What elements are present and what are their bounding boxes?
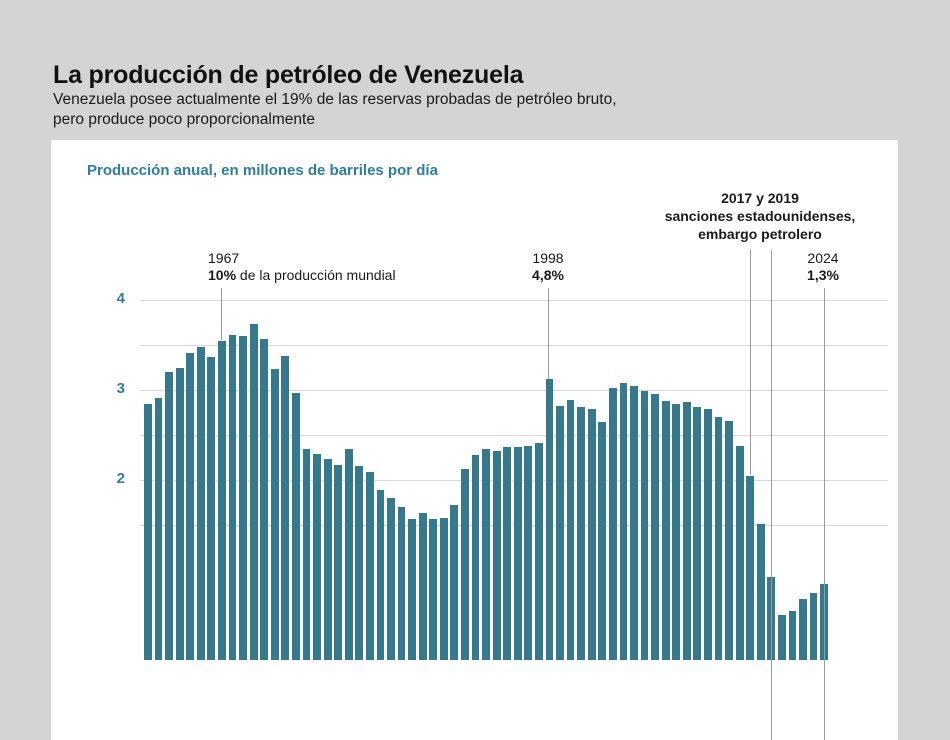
annotation-line-1998 [548, 288, 549, 379]
bar-1992 [482, 449, 490, 660]
bar-1984 [397, 507, 406, 660]
bar-1993 [492, 451, 501, 660]
bar-2008 [651, 393, 660, 660]
bar-1999 [556, 406, 564, 660]
bar-1985 [408, 518, 417, 660]
bar-1988 [439, 517, 448, 660]
bar-2013 [704, 408, 712, 660]
annotation-line-2024 [824, 288, 825, 740]
bar-1962 [165, 372, 174, 660]
bar-2007 [640, 390, 649, 660]
bar-1987 [429, 518, 438, 660]
annotation-1967: 1967 10% de la producción mundial [208, 250, 396, 284]
gridline-3.5 [140, 345, 888, 346]
bar-1964 [186, 353, 195, 660]
annotation-2024-year: 2024 [807, 250, 839, 266]
bar-1980 [355, 465, 364, 660]
bar-1978 [334, 464, 343, 660]
annotation-2024: 2024 1,3% [807, 250, 839, 284]
y-axis-tick-4: 4 [116, 290, 125, 307]
bar-1981 [365, 471, 374, 660]
gridline-4 [140, 300, 888, 301]
subtitle-line-1: Venezuela posee actualmente el 19% de la… [53, 91, 617, 108]
page-subtitle: Venezuela posee actualmente el 19% de la… [53, 90, 617, 130]
bar-1974 [292, 392, 300, 660]
bar-2021 [788, 610, 797, 660]
bar-1989 [450, 505, 459, 660]
bar-1983 [387, 498, 395, 660]
bar-1968 [228, 335, 237, 660]
bar-1969 [239, 336, 247, 660]
bar-1998 [545, 379, 554, 660]
bar-1967 [218, 340, 226, 660]
bar-1960 [144, 404, 152, 660]
bar-2018 [756, 524, 765, 660]
bar-2020 [778, 615, 786, 660]
bar-1966 [207, 356, 216, 660]
y-axis-tick-2: 2 [116, 470, 125, 487]
bar-1991 [471, 454, 480, 660]
annotation-1967-label: 10% de la producción mundial [208, 267, 396, 284]
annotation-sanctions-text-2: embargo petrolero [698, 226, 822, 242]
chart-panel: Producción anual, en millones de barrile… [51, 140, 898, 740]
bar-2000 [566, 399, 575, 660]
annotation-1998: 1998 4,8% [532, 250, 564, 284]
bar-2012 [693, 407, 702, 660]
bar-1972 [270, 369, 279, 660]
bar-2022 [799, 598, 807, 660]
bar-2017 [746, 475, 755, 660]
bar-2006 [630, 385, 638, 660]
bar-1963 [175, 367, 184, 660]
annotation-1998-pct: 4,8% [532, 267, 564, 283]
bar-1976 [313, 453, 321, 660]
bar-1995 [513, 446, 522, 660]
bar-1982 [376, 489, 385, 660]
bar-2014 [714, 417, 723, 660]
bar-2002 [587, 408, 596, 660]
bar-2003 [598, 421, 607, 660]
annotation-1967-rest: de la producción mundial [236, 267, 396, 283]
bar-1994 [503, 446, 512, 660]
bar-2016 [735, 445, 744, 660]
bar-1961 [154, 398, 163, 660]
bar-1973 [281, 355, 290, 660]
chart-title: Producción anual, en millones de barrile… [87, 162, 438, 179]
annotation-2024-pct: 1,3% [807, 267, 839, 283]
bar-1977 [323, 459, 332, 660]
bar-1990 [461, 469, 469, 660]
bar-1979 [344, 448, 353, 660]
subtitle-line-2: pero produce poco proporcionalmente [53, 111, 315, 128]
bar-1970 [249, 324, 258, 660]
annotation-1967-year: 1967 [208, 250, 240, 266]
bar-1975 [302, 449, 311, 660]
bar-2005 [619, 382, 628, 660]
annotation-1967-pct: 10% [208, 267, 237, 283]
bar-1971 [260, 338, 269, 660]
annotation-line-2019 [771, 250, 772, 740]
bar-2015 [725, 420, 733, 660]
infographic-venezuela-oil: { "header": { "title": "La producción de… [51, 60, 898, 740]
bar-1997 [535, 443, 543, 660]
gridline-2.5 [140, 435, 888, 436]
bar-1996 [524, 445, 533, 660]
bar-2001 [577, 407, 586, 660]
page-title: La producción de petróleo de Venezuela [53, 60, 524, 89]
annotation-sanctions-text-1: sanciones estadounidenses, [664, 208, 856, 224]
bar-2011 [682, 401, 691, 660]
annotation-1998-year: 1998 [532, 250, 564, 266]
annotation-sanctions: 2017 y 2019 sanciones estadounidenses, e… [665, 189, 856, 243]
annotation-line-1967 [221, 288, 222, 340]
annotation-sanctions-years: 2017 y 2019 [721, 190, 799, 206]
gridline-3 [140, 390, 888, 391]
y-axis-tick-3: 3 [116, 380, 125, 397]
bar-1965 [196, 346, 205, 660]
bar-1986 [418, 513, 427, 660]
annotation-line-2017 [750, 250, 751, 475]
bar-2023 [809, 592, 818, 660]
bar-2010 [672, 403, 681, 660]
bar-2004 [608, 388, 617, 660]
bar-2009 [661, 400, 670, 660]
